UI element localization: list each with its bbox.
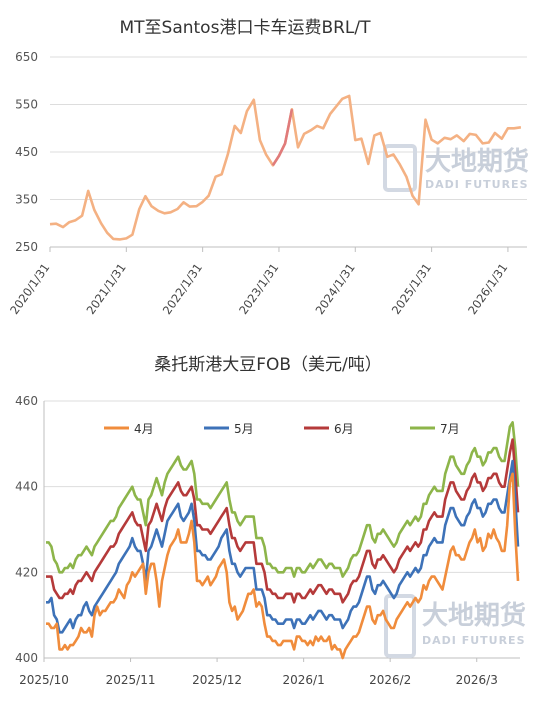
- watermark-text-en: DADI FUTURES: [422, 634, 526, 647]
- chart1-title: MT至Santos港口卡车运费BRL/T: [119, 18, 371, 38]
- watermark-text-cn: 大地期货: [425, 146, 529, 177]
- y-tick-label: 450: [15, 145, 38, 159]
- x-tick-label: 2023/1/31: [236, 261, 281, 317]
- legend-item: 6月: [304, 422, 354, 436]
- x-tick-label: 2020/1/31: [7, 261, 52, 317]
- series-line-highlight: [271, 109, 294, 167]
- watermark-logo-icon: [383, 144, 417, 192]
- legend-label: 5月: [234, 422, 254, 436]
- x-tick-label: 2025/12: [192, 673, 242, 687]
- chart-truck-freight: MT至Santos港口卡车运费BRL/T 250 350 450 550 650 202…: [7, 18, 529, 317]
- series-line-4月: [46, 472, 520, 660]
- chart1-x-ticks: 2020/1/31 2021/1/31 2022/1/31 2023/1/31 2024…: [7, 247, 510, 317]
- x-tick-label: 2026/2: [369, 673, 411, 687]
- x-tick-label: 2025/10: [19, 673, 69, 687]
- y-tick-label: 400: [15, 651, 38, 665]
- y-tick-label: 650: [15, 50, 38, 64]
- watermark-logo-icon: [384, 594, 416, 658]
- x-tick-label: 2026/3: [456, 673, 498, 687]
- legend-item: 4月: [104, 422, 154, 436]
- y-tick-label: 550: [15, 98, 38, 112]
- series-line-7月: [46, 421, 520, 578]
- chart2-series: [46, 421, 520, 660]
- x-tick-label: 2022/1/31: [160, 261, 205, 317]
- watermark-text-cn: 大地期货: [422, 600, 526, 631]
- watermark-text-en: DADI FUTURES: [425, 178, 529, 191]
- series-line-6月: [46, 438, 520, 604]
- x-tick-label: 2025/11: [106, 673, 156, 687]
- legend-label: 4月: [134, 422, 154, 436]
- chart1-grid: [50, 56, 527, 248]
- y-tick-label: 250: [15, 240, 38, 254]
- x-tick-label: 2024/1/31: [312, 261, 357, 317]
- y-tick-label: 350: [15, 193, 38, 207]
- legend-label: 7月: [440, 422, 460, 436]
- chart2-watermark: 大地期货 DADI FUTURES: [384, 594, 526, 658]
- x-tick-label: 2026/1: [283, 673, 325, 687]
- legend-item: 5月: [204, 422, 254, 436]
- x-tick-label: 2021/1/31: [83, 261, 128, 317]
- series-line-5月: [46, 459, 520, 634]
- legend-label: 6月: [334, 422, 354, 436]
- chart1-watermark: 大地期货 DADI FUTURES: [383, 144, 529, 192]
- chart1-series: [49, 94, 522, 241]
- legend-item: 7月: [410, 422, 460, 436]
- x-tick-label: 2025/1/31: [389, 261, 434, 317]
- x-tick-label: 2026/1/31: [465, 261, 510, 317]
- chart2-legend: 4月 5月 6月 7月: [104, 422, 460, 436]
- chart2-title: 桑托斯港大豆FOB（美元/吨）: [154, 355, 382, 375]
- y-tick-label: 460: [15, 394, 38, 408]
- chart2-x-ticks: 2025/10 2025/11 2025/12 2026/1 2026/2 2026/3: [19, 658, 498, 687]
- y-tick-label: 440: [15, 480, 38, 494]
- y-tick-label: 420: [15, 565, 38, 579]
- chart2-y-ticks: 400 420 440 460: [15, 394, 38, 665]
- chart1-y-ticks: 250 350 450 550 650: [15, 50, 38, 254]
